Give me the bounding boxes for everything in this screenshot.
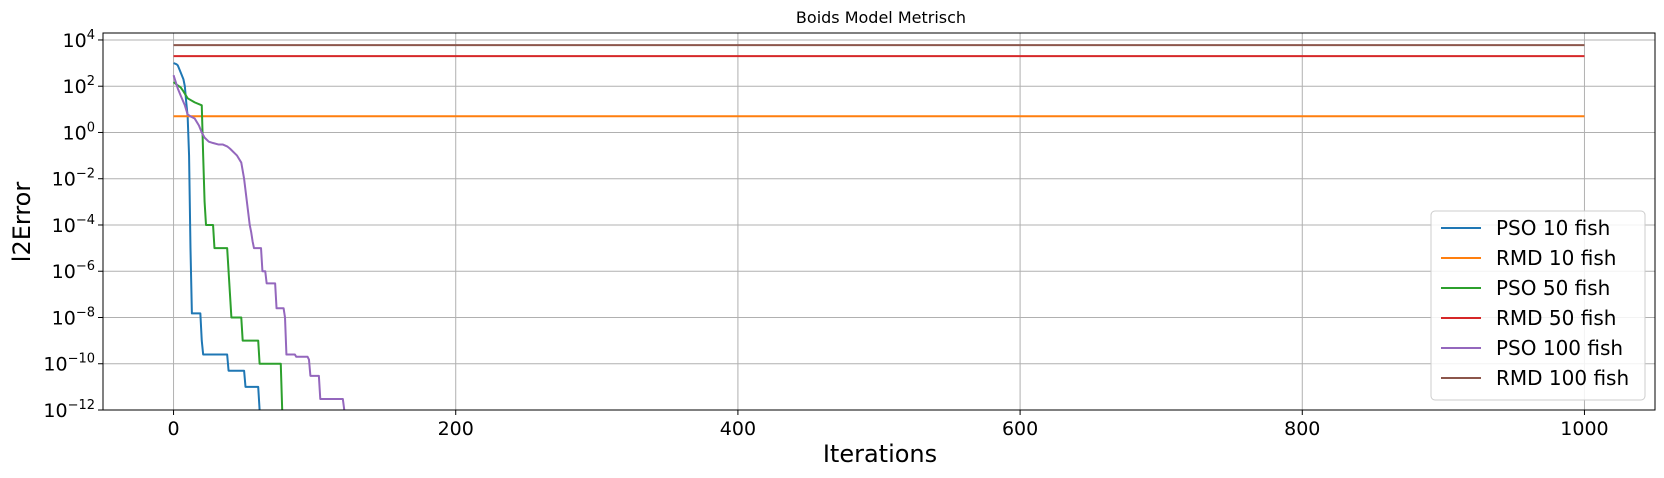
legend-label-rmd-50-fish: RMD 50 fish: [1496, 306, 1616, 330]
x-tick-label: 800: [1284, 418, 1320, 440]
legend-label-rmd-10-fish: RMD 10 fish: [1496, 246, 1616, 270]
y-tick-label: 10−12: [43, 398, 95, 422]
legend-label-pso-100-fish: PSO 100 fish: [1496, 336, 1623, 360]
y-tick-label: 102: [63, 74, 95, 98]
x-tick-label: 0: [167, 418, 179, 440]
y-tick-label: 10−10: [43, 352, 95, 376]
legend-label-pso-10-fish: PSO 10 fish: [1496, 216, 1610, 240]
grid: [103, 33, 1655, 411]
y-tick-label: 10−4: [52, 213, 95, 237]
x-axis-label: Iterations: [823, 440, 937, 468]
plot-frame: [102, 32, 1656, 411]
legend: PSO 10 fish RMD 10 fish PSO 50 fish RMD 50 …: [1430, 210, 1646, 401]
series-line-pso-10-fish: [173, 62, 261, 411]
series-line-pso-50-fish: [172, 81, 284, 411]
x-tick-label: 400: [720, 418, 756, 440]
x-tick-label: 600: [1002, 418, 1038, 440]
y-tick-label: 10−8: [52, 305, 95, 329]
series-line-pso-100-fish: [172, 74, 346, 411]
x-tick-label: 200: [438, 418, 474, 440]
legend-label-rmd-100-fish: RMD 100 fish: [1496, 366, 1629, 390]
chart-title: Boids Model Metrisch: [796, 8, 966, 27]
y-axis-label: l2Error: [8, 182, 36, 263]
legend-box: [1430, 210, 1646, 401]
series-lines: [172, 44, 1585, 411]
y-tick-label: 10−6: [52, 259, 95, 283]
axis-ticks: 0 200 400 600 800 1000 104 102 100 10−2 10−4 10−6 10…: [43, 28, 1608, 440]
y-tick-label: 10−2: [52, 167, 95, 191]
x-tick-label: 1000: [1560, 418, 1608, 440]
legend-label-pso-50-fish: PSO 50 fish: [1496, 276, 1610, 300]
y-tick-label: 104: [63, 28, 95, 52]
y-tick-label: 100: [63, 120, 95, 144]
